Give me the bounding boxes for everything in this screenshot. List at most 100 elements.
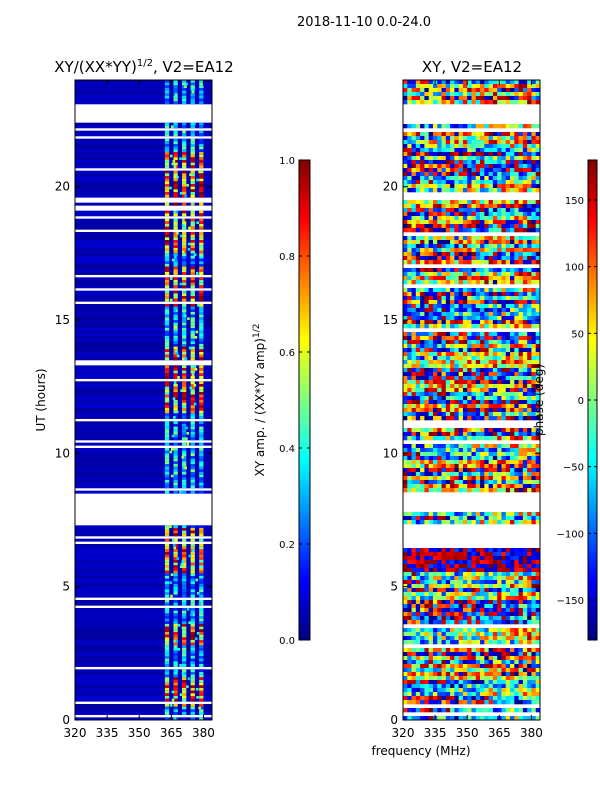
left-panel-title: XY/(XX*YY)1/2, V2=EA12 xyxy=(54,58,233,76)
heatmap-cell xyxy=(420,376,425,380)
heatmap-cell xyxy=(463,448,468,452)
heatmap-cell xyxy=(514,360,519,364)
heatmap-cell xyxy=(450,368,455,372)
heatmap-cell xyxy=(199,563,203,566)
heatmap-cell xyxy=(173,365,177,368)
heatmap-cell xyxy=(476,204,481,208)
heatmap-cell xyxy=(514,280,519,284)
heatmap-cell xyxy=(472,136,477,140)
heatmap-cell xyxy=(484,248,489,252)
heatmap-cell xyxy=(407,344,412,348)
heatmap-cell xyxy=(459,208,464,212)
heatmap-cell xyxy=(472,200,477,204)
heatmap-cell xyxy=(480,148,485,152)
heatmap-cell xyxy=(489,436,494,440)
heatmap-cell xyxy=(165,320,169,323)
heatmap-cell xyxy=(454,612,459,616)
heatmap-cell xyxy=(476,224,481,228)
heatmap-cell xyxy=(199,91,203,94)
heatmap-cell xyxy=(514,560,519,564)
heatmap-cell xyxy=(506,88,511,92)
heatmap-cell xyxy=(501,616,506,620)
heatmap-cell xyxy=(412,416,417,420)
heatmap-cell xyxy=(527,484,532,488)
heatmap-cell xyxy=(412,340,417,344)
heatmap-cell xyxy=(442,356,447,360)
heatmap-cell xyxy=(442,476,447,480)
heatmap-cell xyxy=(191,397,195,400)
heatmap-cell xyxy=(442,124,447,128)
heatmap-cell xyxy=(165,664,169,667)
heatmap-cell xyxy=(480,176,485,180)
heatmap-cell xyxy=(176,411,179,414)
heatmap-cell xyxy=(429,80,434,84)
heatmap-cell xyxy=(463,628,468,632)
heatmap-cell xyxy=(165,565,169,568)
heatmap-cell xyxy=(476,548,481,552)
heatmap-cell xyxy=(412,432,417,436)
heatmap-cell xyxy=(191,157,195,160)
heatmap-cell xyxy=(191,456,195,459)
heatmap-cell xyxy=(420,592,425,596)
heatmap-cell xyxy=(476,372,481,376)
heatmap-cell xyxy=(182,96,186,99)
heatmap-cell xyxy=(450,640,455,644)
heatmap-cell xyxy=(506,604,511,608)
heatmap-cell xyxy=(476,640,481,644)
heatmap-cell xyxy=(484,236,489,240)
heatmap-cell xyxy=(510,252,515,256)
heatmap-cell xyxy=(497,152,502,156)
heatmap-cell xyxy=(480,340,485,344)
heatmap-cell xyxy=(514,132,519,136)
heatmap-cell xyxy=(459,548,464,552)
heatmap-cell xyxy=(420,160,425,164)
heatmap-cell xyxy=(420,388,425,392)
heatmap-cell xyxy=(493,148,498,152)
heatmap-cell xyxy=(476,464,481,468)
heatmap-cell xyxy=(467,560,472,564)
heatmap-cell xyxy=(424,552,429,556)
heatmap-cell xyxy=(442,548,447,552)
heatmap-cell xyxy=(459,516,464,520)
heatmap-cell xyxy=(412,180,417,184)
heatmap-cell xyxy=(424,288,429,292)
heatmap-cell xyxy=(199,155,203,158)
heatmap-cell xyxy=(199,675,203,678)
heatmap-cell xyxy=(416,380,421,384)
heatmap-cell xyxy=(484,580,489,584)
heatmap-cell xyxy=(480,184,485,188)
heatmap-cell xyxy=(412,364,417,368)
heatmap-cell xyxy=(420,324,425,328)
heatmap-cell xyxy=(519,296,524,300)
heatmap-cell xyxy=(497,124,502,128)
heatmap-cell xyxy=(484,100,489,104)
heatmap-cell xyxy=(489,360,494,364)
heatmap-cell xyxy=(450,620,455,624)
heatmap-cell xyxy=(429,100,434,104)
heatmap-cell xyxy=(480,220,485,224)
heatmap-cell xyxy=(429,380,434,384)
heatmap-cell xyxy=(514,392,519,396)
heatmap-cell xyxy=(476,472,481,476)
heatmap-cell xyxy=(501,176,506,180)
heatmap-cell xyxy=(199,680,203,683)
heatmap-cell xyxy=(527,472,532,476)
heatmap-cell xyxy=(467,92,472,96)
heatmap-cell xyxy=(403,384,408,388)
heatmap-cell xyxy=(191,163,195,166)
heatmap-cell xyxy=(476,600,481,604)
heatmap-cell xyxy=(199,672,203,675)
heatmap-cell xyxy=(424,160,429,164)
heatmap-cell xyxy=(173,139,177,142)
heatmap-cell xyxy=(165,259,169,262)
heatmap-cell xyxy=(165,291,169,294)
heatmap-cell xyxy=(442,448,447,452)
heatmap-cell xyxy=(450,548,455,552)
heatmap-cell xyxy=(454,184,459,188)
heatmap-cell xyxy=(403,640,408,644)
heatmap-cell xyxy=(420,96,425,100)
heatmap-cell xyxy=(199,387,203,390)
heatmap-cell xyxy=(182,648,186,651)
heatmap-cell xyxy=(459,288,464,292)
heatmap-cell xyxy=(454,208,459,212)
